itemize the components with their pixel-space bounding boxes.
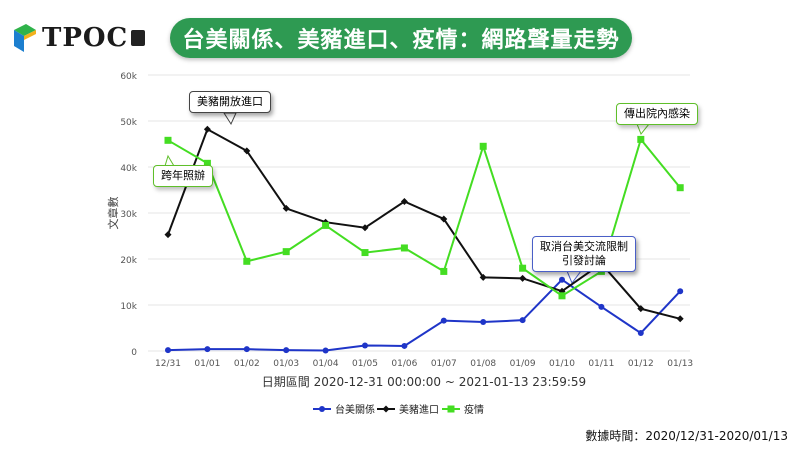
logo-text: TPOC — [42, 23, 129, 53]
point-pork-import — [361, 224, 369, 232]
point-pandemic — [164, 136, 172, 144]
data-time-note: 數據時間：2020/12/31-2020/01/13 — [585, 429, 788, 443]
x-tick-label: 01/05 — [352, 359, 378, 369]
x-tick-label: 01/08 — [470, 359, 496, 369]
point-pandemic — [519, 264, 527, 272]
point-pandemic — [243, 257, 251, 265]
annotation-new-year-text: 跨年照辦 — [161, 169, 205, 182]
y-tick-label: 0 — [131, 348, 137, 358]
point-taiwan-us — [519, 317, 526, 324]
point-taiwan-us — [165, 347, 171, 354]
point-pork-import — [637, 305, 645, 313]
legend-marker-taiwan-us — [319, 406, 325, 412]
annotation-taiwan-us-line1: 取消台美交流限制 — [540, 240, 628, 253]
x-tick-label: 01/09 — [510, 359, 536, 369]
x-tick-label: 01/11 — [588, 359, 614, 369]
x-tick-label: 01/06 — [391, 359, 417, 369]
point-pandemic — [637, 135, 645, 143]
annotation-hospital: 傳出院內感染 — [616, 103, 698, 125]
point-pandemic — [400, 244, 408, 252]
x-axis-label: 日期區間 2020-12-31 00:00:00 ~ 2021-01-13 23… — [262, 375, 586, 389]
taiwan-mark-icon — [14, 24, 36, 52]
point-taiwan-us — [480, 319, 487, 326]
x-tick-label: 12/31 — [155, 359, 181, 369]
point-taiwan-us — [401, 342, 408, 349]
logo: TPOC — [12, 18, 146, 58]
y-tick-label: 50k — [120, 118, 137, 128]
x-tick-label: 01/13 — [667, 359, 693, 369]
legend-label-pork-import: 美豬進口 — [399, 403, 439, 416]
series-line-taiwan-us — [167, 278, 681, 352]
y-tick-label: 30k — [120, 210, 137, 220]
series-line-pork-import — [167, 127, 681, 320]
legend-marker-pandemic — [447, 405, 455, 413]
y-tick-label: 40k — [120, 164, 137, 174]
point-taiwan-us — [243, 346, 250, 353]
x-tick-label: 01/02 — [234, 359, 260, 369]
point-pandemic — [361, 249, 369, 257]
point-taiwan-us — [362, 342, 368, 349]
point-pandemic — [676, 184, 684, 192]
point-pandemic — [440, 267, 448, 275]
x-tick-label: 01/07 — [431, 359, 457, 369]
point-pandemic — [203, 159, 211, 167]
point-taiwan-us — [677, 288, 684, 295]
annotation-taiwan-us: 取消台美交流限制 引發討論 — [532, 236, 636, 272]
annotation-taiwan-us-pointer — [566, 270, 582, 284]
annotation-pork-open: 美豬開放進口 — [189, 91, 271, 113]
x-tick-label: 01/12 — [628, 359, 654, 369]
annotation-pork-open-text: 美豬開放進口 — [197, 95, 263, 108]
legend-marker-pork-import — [382, 405, 390, 413]
legend-label-taiwan-us: 台美關係 — [335, 403, 375, 416]
point-taiwan-us — [440, 317, 447, 324]
annotation-hospital-pointer — [636, 123, 651, 135]
point-taiwan-us — [598, 303, 605, 310]
point-pork-import — [243, 147, 251, 155]
y-axis-label: 文章數 — [106, 197, 120, 230]
y-tick-label: 60k — [120, 72, 137, 82]
point-taiwan-us — [283, 347, 290, 354]
point-pork-import — [203, 125, 211, 133]
annotation-taiwan-us-line2: 引發討論 — [562, 253, 606, 267]
logo-badge-icon — [131, 30, 146, 46]
point-pandemic — [282, 248, 290, 256]
annotation-hospital-text: 傳出院內感染 — [624, 107, 690, 120]
point-pandemic — [558, 292, 566, 300]
point-taiwan-us — [637, 330, 644, 337]
annotation-new-year: 跨年照辦 — [153, 165, 213, 187]
x-tick-label: 01/04 — [313, 359, 339, 369]
point-taiwan-us — [204, 346, 211, 353]
chart-title: 台美關係、美豬進口、疫情：網路聲量走勢 — [170, 18, 632, 58]
annotation-pork-open-pointer — [223, 112, 237, 126]
series-line-pandemic — [167, 137, 681, 297]
point-pork-import — [282, 204, 290, 212]
x-tick-label: 01/10 — [549, 359, 575, 369]
x-tick-label: 01/01 — [194, 359, 220, 369]
point-pandemic — [479, 142, 487, 150]
point-pork-import — [164, 231, 172, 239]
point-pork-import — [400, 198, 408, 205]
y-tick-label: 10k — [120, 302, 137, 312]
point-taiwan-us — [322, 347, 329, 354]
legend-label-pandemic: 疫情 — [464, 403, 484, 416]
y-tick-label: 20k — [120, 256, 137, 266]
point-pandemic — [322, 221, 330, 229]
point-pork-import — [479, 273, 487, 281]
point-pork-import — [676, 315, 684, 323]
point-pork-import — [440, 215, 448, 223]
point-taiwan-us — [559, 276, 565, 283]
x-tick-label: 01/03 — [273, 359, 299, 369]
point-pork-import — [519, 274, 527, 282]
